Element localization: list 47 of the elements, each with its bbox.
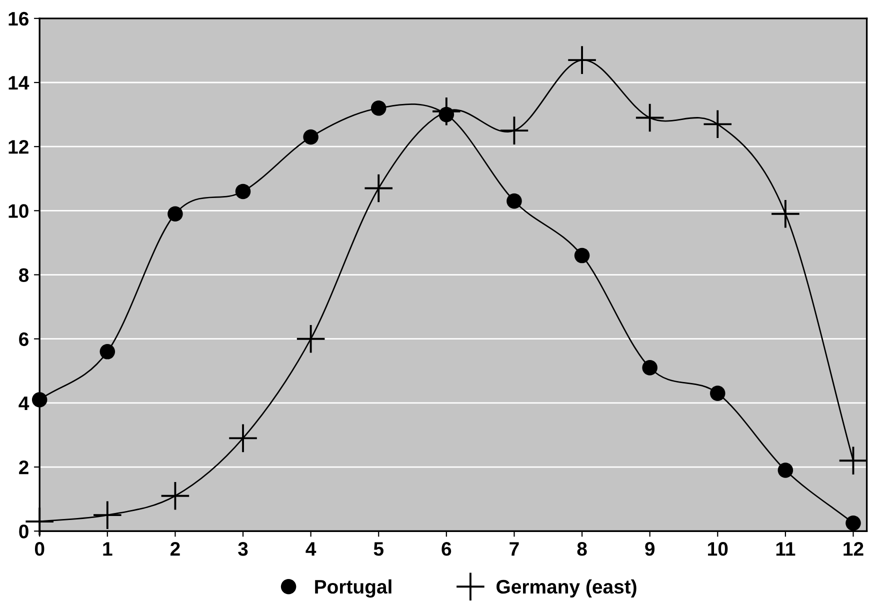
point <box>778 462 794 478</box>
y-tick-label: 4 <box>18 396 30 410</box>
legend-label: Germany (east) <box>496 579 636 598</box>
x-tick-label: 9 <box>645 542 655 556</box>
point <box>642 360 658 376</box>
point <box>94 501 122 529</box>
x-tick-label: 0 <box>34 542 44 556</box>
point <box>772 200 800 228</box>
x-tick-label: 5 <box>374 542 384 556</box>
point <box>100 344 116 360</box>
x-tick-label: 10 <box>708 542 728 556</box>
y-tick-label: 8 <box>18 268 29 282</box>
point <box>235 184 251 200</box>
point <box>710 386 726 401</box>
point <box>704 110 732 138</box>
point <box>432 97 460 126</box>
point <box>506 193 522 209</box>
legend-label: Portugal <box>315 579 392 598</box>
y-tick-label: 16 <box>8 12 28 26</box>
x-tick-label: 6 <box>442 542 452 556</box>
y-tick-label: 14 <box>8 76 30 90</box>
point <box>303 129 318 145</box>
y-tick-label: 2 <box>19 460 28 474</box>
x-tick-label: 2 <box>170 542 180 556</box>
point <box>168 206 183 222</box>
point <box>296 324 325 353</box>
x-tick-label: 4 <box>306 542 316 556</box>
y-tick-label: 6 <box>19 332 28 346</box>
point <box>370 100 386 116</box>
point <box>32 392 48 408</box>
y-tick-label: 10 <box>8 204 28 218</box>
point <box>574 248 590 264</box>
y-tick-label: 0 <box>19 524 28 538</box>
x-tick-label: 8 <box>577 542 587 556</box>
point <box>161 482 190 510</box>
x-tick-label: 11 <box>776 542 796 556</box>
x-tick-label: 7 <box>510 542 519 556</box>
y-tick-label: 12 <box>8 140 28 154</box>
x-tick-label: 1 <box>103 542 112 556</box>
point <box>364 174 393 202</box>
point <box>839 446 868 475</box>
point <box>568 46 596 74</box>
point <box>846 515 861 531</box>
x-tick-label: 12 <box>844 542 864 556</box>
point <box>500 116 528 144</box>
x-tick-label: 3 <box>238 542 248 556</box>
point <box>229 424 257 452</box>
